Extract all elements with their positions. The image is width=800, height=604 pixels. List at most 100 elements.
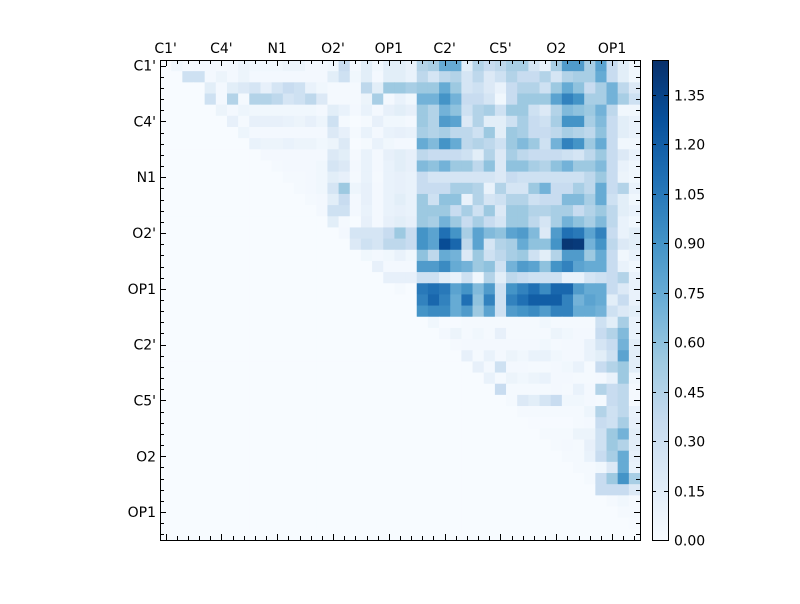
heatmap-cell [439, 473, 451, 485]
heatmap-cell [506, 450, 518, 463]
heatmap-cell [606, 126, 619, 139]
heatmap-cell [573, 495, 585, 507]
heatmap-cell [349, 238, 362, 251]
heatmap-cell [584, 193, 596, 206]
heatmap-cell [405, 450, 418, 463]
heatmap-cell [517, 439, 529, 452]
heatmap-cell [249, 283, 261, 295]
heatmap-cell [472, 227, 485, 239]
heatmap-cell [249, 305, 261, 318]
heatmap-cell [628, 193, 641, 206]
heatmap-cell [517, 104, 529, 117]
heatmap-cell [539, 171, 552, 184]
heatmap-cell [427, 305, 440, 318]
heatmap-cell [282, 205, 295, 217]
heatmap-cell [394, 394, 406, 407]
heatmap-cell [260, 294, 273, 306]
heatmap-cell [271, 294, 284, 306]
heatmap-cell [617, 361, 630, 373]
heatmap-cell [293, 383, 306, 396]
heatmap-cell [260, 260, 273, 273]
heatmap-cell [528, 93, 540, 106]
heatmap-cell [249, 428, 261, 440]
heatmap-cell [238, 104, 250, 117]
heatmap-cell [550, 82, 563, 94]
heatmap-cell [338, 461, 351, 474]
heatmap-cell [439, 316, 451, 329]
heatmap-cell [584, 104, 596, 117]
heatmap-cell [282, 517, 295, 530]
heatmap-cell [372, 149, 384, 161]
heatmap-cell [528, 82, 540, 94]
heatmap-cell [282, 383, 295, 396]
heatmap-cell [171, 193, 183, 206]
heatmap-cell [349, 160, 362, 173]
heatmap-cell [528, 406, 540, 418]
heatmap-cell [249, 294, 261, 306]
heatmap-cell [416, 138, 429, 150]
heatmap-cell [249, 517, 261, 530]
heatmap-cell [215, 93, 228, 106]
heatmap-cell [427, 372, 440, 385]
heatmap-cell [249, 450, 261, 463]
heatmap-cell [416, 149, 429, 161]
heatmap-cell [461, 115, 473, 128]
heatmap-cell [316, 461, 328, 474]
heatmap-cell [416, 115, 429, 128]
heatmap-cell [372, 327, 384, 340]
heatmap-cell [427, 115, 440, 128]
colorbar-tick-label: 0.60 [674, 336, 705, 352]
heatmap-cell [595, 126, 607, 139]
heatmap-cell [494, 473, 507, 485]
heatmap-cell [171, 339, 183, 351]
heatmap-cell [606, 294, 619, 306]
heatmap-cell [271, 495, 284, 507]
heatmap-cell [416, 126, 429, 139]
heatmap-cell [450, 327, 462, 340]
heatmap-cell [472, 294, 485, 306]
heatmap-cell [249, 149, 261, 161]
heatmap-cell [349, 182, 362, 195]
heatmap-cell [528, 249, 540, 262]
heatmap-cell [293, 517, 306, 530]
heatmap-cell [528, 283, 540, 295]
heatmap-cell [293, 82, 306, 94]
heatmap-cell [271, 249, 284, 262]
heatmap-cell [539, 473, 552, 485]
heatmap-cell [439, 260, 451, 273]
heatmap-cell [506, 528, 518, 541]
heatmap-cell [215, 316, 228, 329]
heatmap-cell [405, 104, 418, 117]
heatmap-cell [171, 428, 183, 440]
heatmap-cell [271, 283, 284, 295]
heatmap-cell [439, 350, 451, 362]
heatmap-cell [472, 495, 485, 507]
heatmap-cell [372, 361, 384, 373]
heatmap-cell [561, 528, 574, 541]
heatmap-cell [494, 461, 507, 474]
heatmap-cell [249, 104, 261, 117]
heatmap-cell [595, 528, 607, 541]
y-tick-label: O2' [132, 226, 156, 242]
heatmap-cell [450, 495, 462, 507]
heatmap-cell [204, 272, 217, 284]
heatmap-cell [338, 417, 351, 429]
heatmap-cell [494, 316, 507, 329]
heatmap-cell [260, 171, 273, 184]
heatmap-cell [282, 126, 295, 139]
heatmap-cell [584, 182, 596, 195]
heatmap-cell [539, 60, 552, 72]
heatmap-cell [204, 406, 217, 418]
heatmap-cell [528, 149, 540, 161]
heatmap-cell [405, 495, 418, 507]
heatmap-cell [416, 82, 429, 94]
heatmap-cell [528, 182, 540, 195]
heatmap-cell [539, 205, 552, 217]
heatmap-cell [450, 450, 462, 463]
heatmap-cell [584, 394, 596, 407]
heatmap-cell [472, 327, 485, 340]
heatmap-cell [584, 484, 596, 496]
heatmap-cell [238, 205, 250, 217]
heatmap-cell [439, 305, 451, 318]
y-tick-label: OP1 [128, 282, 156, 298]
